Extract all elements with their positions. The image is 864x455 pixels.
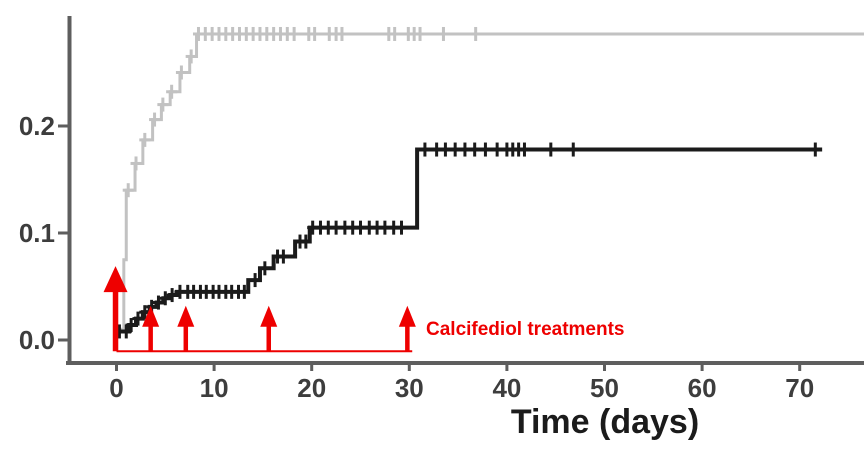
y-tick-label: 0.2 bbox=[19, 111, 55, 141]
x-tick-label: 0 bbox=[109, 373, 123, 403]
x-tick-label: 10 bbox=[200, 373, 229, 403]
y-tick-label: 0.0 bbox=[19, 325, 55, 355]
x-tick-label: 50 bbox=[590, 373, 619, 403]
x-tick-label: 30 bbox=[395, 373, 424, 403]
x-tick-label: 40 bbox=[492, 373, 521, 403]
gray-group-curve bbox=[116, 32, 864, 331]
treatment-arrow-head bbox=[142, 305, 160, 327]
x-axis-title: Time (days) bbox=[511, 403, 699, 441]
y-tick-label: 0.1 bbox=[19, 218, 55, 248]
treatment-arrow-head bbox=[398, 305, 416, 327]
x-tick-label: 60 bbox=[688, 373, 717, 403]
x-tick-label: 70 bbox=[785, 373, 814, 403]
treatment-arrow-head bbox=[103, 266, 128, 293]
curves-group bbox=[113, 26, 864, 339]
axes-group: 0.0 0.1 0.2 0 10 20 30 40 50 60 70 bbox=[19, 16, 864, 403]
treatment-annotation-group bbox=[103, 266, 416, 353]
treatment-arrow-head bbox=[260, 305, 278, 327]
treatment-arrow-head bbox=[177, 305, 195, 327]
black-group-curve bbox=[116, 147, 823, 334]
calcifediol-treatments-label: Calcifediol treatments bbox=[426, 319, 625, 340]
x-tick-label: 20 bbox=[297, 373, 326, 403]
